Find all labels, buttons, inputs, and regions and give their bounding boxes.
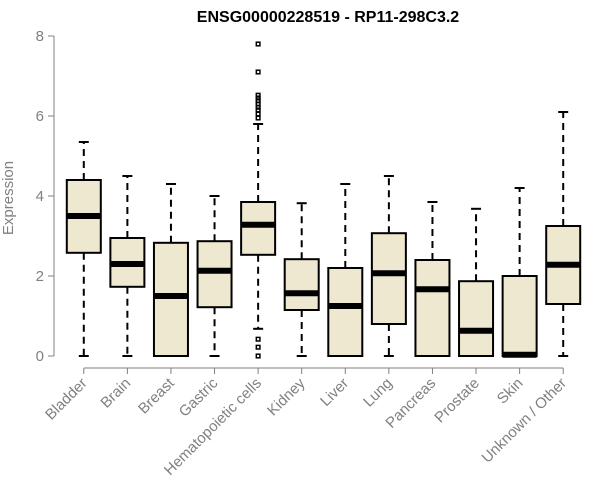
box-group [458, 207, 495, 358]
box-group [501, 187, 538, 358]
box-group [109, 175, 146, 357]
y-tick-label: 8 [36, 28, 44, 45]
box-iqr [327, 267, 364, 357]
x-tick-label: Skin [494, 375, 527, 408]
box-group [545, 111, 582, 357]
box-iqr [501, 275, 538, 357]
outlier-point [255, 92, 261, 98]
y-tick-label: 0 [36, 348, 44, 365]
x-tick-label: Liver [317, 375, 352, 410]
outlier-point [255, 107, 261, 113]
box-group [240, 41, 277, 359]
box-series [65, 41, 582, 359]
box-group [65, 141, 102, 357]
outlier-point [255, 69, 261, 75]
outlier-point [255, 344, 261, 350]
x-tick-label: Lung [360, 375, 396, 411]
box-iqr [152, 241, 189, 357]
outlier-point [255, 336, 261, 342]
y-axis: 0 2 4 6 8 [36, 28, 55, 365]
outlier-point [255, 353, 261, 359]
box-iqr [370, 232, 407, 325]
box-iqr [458, 280, 495, 358]
y-tick-label: 6 [36, 108, 44, 125]
y-tick-label: 4 [36, 188, 44, 205]
x-tick-label: Brain [97, 375, 134, 412]
x-tick-label: Prostate [431, 375, 483, 427]
box-iqr [283, 258, 320, 312]
x-tick-label: Breast [135, 374, 178, 417]
outlier-point [255, 41, 261, 47]
x-tick-label: Bladder [42, 375, 91, 424]
y-axis-label: Expression [0, 161, 17, 235]
outlier-point [255, 95, 261, 101]
box-iqr [240, 201, 277, 256]
outlier-point [255, 111, 261, 117]
box-group [327, 183, 364, 357]
y-tick-label: 2 [36, 268, 44, 285]
box-group [152, 183, 189, 357]
box-iqr [196, 240, 233, 309]
outlier-point [255, 98, 261, 104]
chart-title: ENSG00000228519 - RP11-298C3.2 [197, 9, 460, 26]
x-tick-label: Kidney [264, 374, 309, 419]
box-group [196, 195, 233, 357]
box-group [414, 201, 451, 357]
box-group [283, 202, 320, 357]
box-group [370, 175, 407, 357]
box-iqr [414, 259, 451, 357]
outlier-point [255, 115, 261, 121]
